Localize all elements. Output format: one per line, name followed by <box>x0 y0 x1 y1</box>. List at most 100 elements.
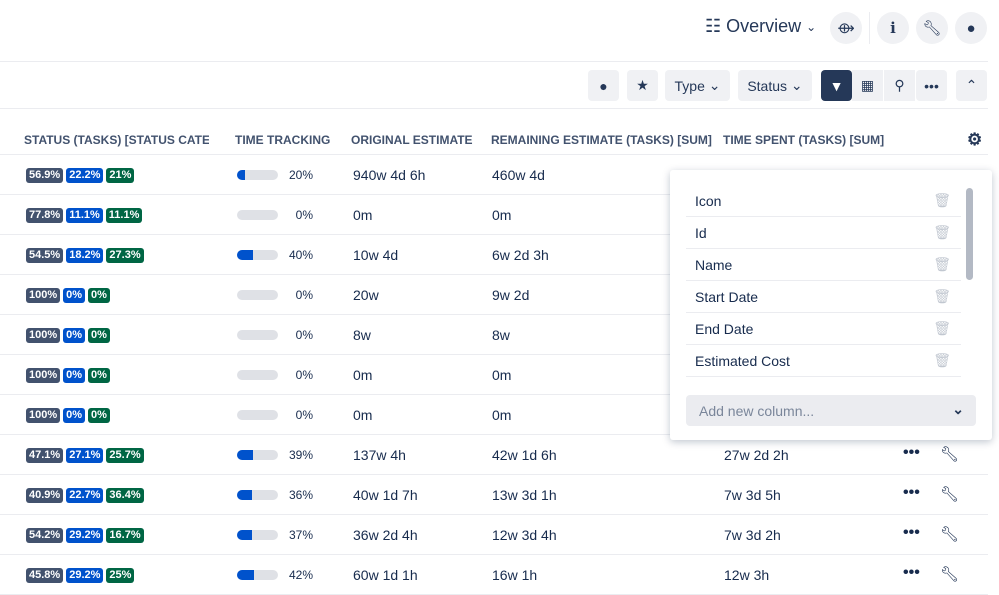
trash-icon[interactable]: 🗑︎ <box>933 256 951 272</box>
remaining-estimate: 42w 1d 6h <box>492 447 557 463</box>
trash-icon[interactable]: 🗑︎ <box>933 288 951 304</box>
remaining-estimate: 0m <box>492 367 512 383</box>
column-item[interactable]: Id 🗑︎ <box>686 217 961 249</box>
time-spent: 12w 3h <box>724 567 770 583</box>
remaining-estimate: 0m <box>492 407 512 423</box>
filter-button[interactable]: ▼ <box>821 70 852 101</box>
status-pill: 21% <box>106 168 135 183</box>
original-estimate: 36w 2d 4h <box>353 527 418 543</box>
status-pill: 100% <box>26 288 61 303</box>
collapse-button[interactable]: ⌃ <box>956 70 987 101</box>
status-pills: 77.8% 11.1% 11.1% <box>26 208 143 223</box>
hierarchy-icon: ☷ <box>705 16 722 36</box>
table-row[interactable]: 40.9% 22.7% 36.4% 36% 40w 1d 7h 13w 3d 1h … <box>0 475 988 515</box>
calendar-button[interactable]: ▦ <box>852 70 883 101</box>
wrench-button[interactable]: 🔧︎ <box>916 12 948 44</box>
remaining-estimate: 9w 2d <box>492 287 530 303</box>
remaining-estimate: 13w 3d 1h <box>492 487 557 503</box>
table-row[interactable]: 54.2% 29.2% 16.7% 37% 36w 2d 4h 12w 3d 4h … <box>0 515 988 555</box>
status-pill: 45.8% <box>26 568 64 583</box>
status-pill: 29.2% <box>66 528 104 543</box>
column-item[interactable]: Icon 🗑︎ <box>686 185 961 217</box>
table-row[interactable]: 100% 0% 0% 0% 0m 0m <box>0 355 988 395</box>
status-pill: 100% <box>26 328 61 343</box>
status-pills: 40.9% 22.7% 36.4% <box>26 488 144 503</box>
user-filter-button[interactable]: ● <box>588 70 619 101</box>
search-button[interactable]: ⚲ <box>884 70 915 101</box>
status-pills: 54.5% 18.2% 27.3% <box>26 248 144 263</box>
remaining-estimate: 8w <box>492 327 510 343</box>
more-icon[interactable]: ••• <box>903 564 920 581</box>
progress-percent: 0% <box>295 368 313 382</box>
original-estimate: 0m <box>353 407 373 423</box>
status-pill: 27.3% <box>106 248 144 263</box>
status-pill: 100% <box>26 408 61 423</box>
column-header-time-tracking[interactable]: TIME TRACKING <box>235 133 331 147</box>
wrench-icon[interactable]: 🔧︎ <box>940 446 960 463</box>
status-pill: 100% <box>26 368 61 383</box>
trash-icon[interactable]: 🗑︎ <box>933 352 951 368</box>
table-row[interactable]: 54.5% 18.2% 27.3% 40% 10w 4d 6w 2d 3h <box>0 235 988 275</box>
column-header-remaining-estimate[interactable]: REMAINING ESTIMATE (TASKS) [SUM] <box>491 133 712 147</box>
status-pill: 0% <box>88 408 110 423</box>
table-row[interactable]: 77.8% 11.1% 11.1% 0% 0m 0m <box>0 195 988 235</box>
trash-icon[interactable]: 🗑︎ <box>933 224 951 240</box>
column-header-original-estimate[interactable]: ORIGINAL ESTIMATE <box>351 133 473 147</box>
table-row[interactable]: 100% 0% 0% 0% 20w 9w 2d <box>0 275 988 315</box>
progress-bar <box>237 450 278 460</box>
status-pills: 100% 0% 0% <box>26 368 110 383</box>
table-row[interactable]: 56.9% 22.2% 21% 20% 940w 4d 6h 460w 4d <box>0 155 988 195</box>
share-button[interactable]: ⟴ <box>830 12 862 44</box>
star-button[interactable]: ★ <box>627 70 658 101</box>
info-button[interactable]: i <box>877 12 909 44</box>
type-dropdown[interactable]: Type ⌄ <box>665 70 730 101</box>
scrollbar[interactable] <box>966 188 973 280</box>
progress-bar <box>237 290 278 300</box>
trash-icon[interactable]: 🗑︎ <box>933 320 951 336</box>
wrench-icon[interactable]: 🔧︎ <box>940 486 960 503</box>
original-estimate: 8w <box>353 327 371 343</box>
original-estimate: 940w 4d 6h <box>353 167 426 183</box>
user-button[interactable]: ● <box>955 12 987 44</box>
column-item[interactable]: Estimated Cost 🗑︎ <box>686 345 961 377</box>
progress-percent: 20% <box>288 168 313 182</box>
column-header-time-spent[interactable]: TIME SPENT (TASKS) [SUM] <box>723 133 885 147</box>
column-item[interactable]: Start Date 🗑︎ <box>686 281 961 313</box>
progress-bar <box>237 330 278 340</box>
status-pills: 45.8% 29.2% 25% <box>26 568 135 583</box>
more-icon[interactable]: ••• <box>903 484 920 501</box>
wrench-icon[interactable]: 🔧︎ <box>940 526 960 543</box>
status-pill: 54.5% <box>26 248 64 263</box>
trash-icon[interactable]: 🗑︎ <box>933 192 951 208</box>
table-row[interactable]: 100% 0% 0% 0% 0m 0m <box>0 395 988 435</box>
status-pill: 0% <box>63 288 86 303</box>
original-estimate: 60w 1d 1h <box>353 567 418 583</box>
view-selector[interactable]: ☷ Overview ⌄ <box>705 16 817 36</box>
table-row[interactable]: 47.1% 27.1% 25.7% 39% 137w 4h 42w 1d 6h 27… <box>0 435 988 475</box>
status-pills: 100% 0% 0% <box>26 328 110 343</box>
original-estimate: 0m <box>353 367 373 383</box>
table-header: STATUS (TASKS) [STATUS CATEGO TIME TRACK… <box>0 125 988 155</box>
original-estimate: 10w 4d <box>353 247 399 263</box>
progress-bar <box>237 410 278 420</box>
original-estimate: 20w <box>353 287 379 303</box>
time-spent: 7w 3d 5h <box>724 487 781 503</box>
more-icon[interactable]: ••• <box>903 524 920 541</box>
status-pills: 100% 0% 0% <box>26 408 110 423</box>
wrench-icon[interactable]: 🔧︎ <box>940 566 960 583</box>
column-item[interactable]: End Date 🗑︎ <box>686 313 961 345</box>
progress-bar <box>237 170 278 180</box>
status-pill: 54.2% <box>26 528 64 543</box>
column-item[interactable]: Name 🗑︎ <box>686 249 961 281</box>
status-dropdown[interactable]: Status ⌄ <box>738 70 812 101</box>
table-row[interactable]: 100% 0% 0% 0% 8w 8w <box>0 315 988 355</box>
progress-bar <box>237 370 278 380</box>
gear-icon[interactable]: ⚙ <box>967 130 983 149</box>
status-pills: 56.9% 22.2% 21% <box>26 168 135 183</box>
add-column-dropdown[interactable]: Add new column... ⌄ <box>686 395 976 426</box>
more-icon[interactable]: ••• <box>903 444 920 461</box>
more-button[interactable]: ••• <box>916 70 947 101</box>
remaining-estimate: 16w 1h <box>492 567 538 583</box>
table-row[interactable]: 45.8% 29.2% 25% 42% 60w 1d 1h 16w 1h 12w 3… <box>0 555 988 595</box>
column-header-status[interactable]: STATUS (TASKS) [STATUS CATEGO <box>24 133 209 147</box>
